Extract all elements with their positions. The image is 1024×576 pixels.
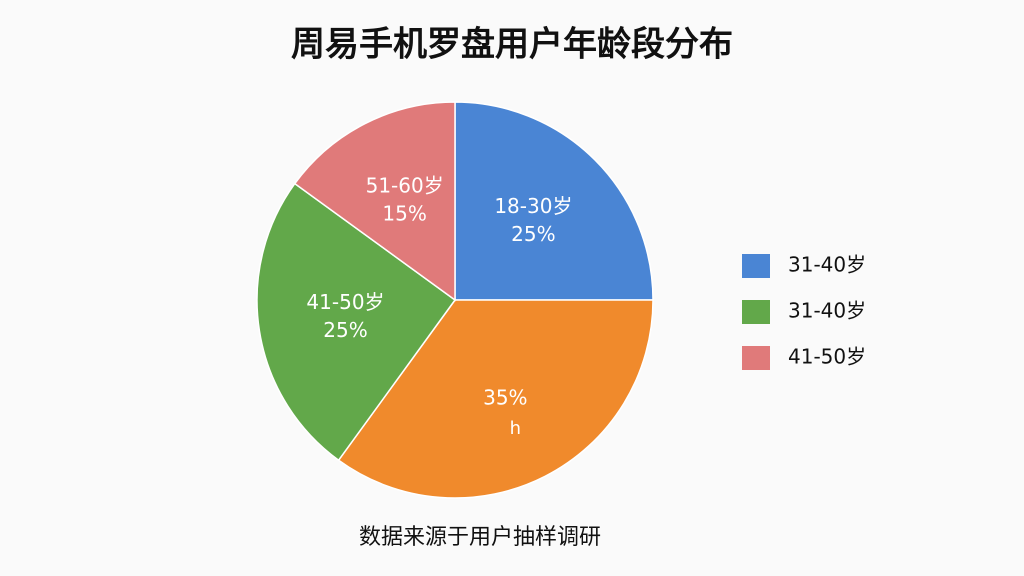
chart-title: 周易手机罗盘用户年龄段分布 [291,25,733,65]
pie-slice [454,101,654,301]
slice-label: 18-30岁 [494,194,572,218]
slice-value-label: 25% [323,318,367,342]
legend-swatch [742,300,770,324]
pie-slice [293,101,456,302]
pie-slice [256,182,457,462]
legend-label: 31-40岁 [788,253,866,277]
legend-label: 31-40岁 [788,299,866,323]
slice-value-label: 25% [511,222,555,246]
slice-label: 51-60岁 [366,174,444,198]
legend-label: 41-50岁 [788,345,866,369]
legend-swatch [742,346,770,370]
pie-slice [337,299,654,499]
legend-swatch [742,254,770,278]
slice-value-label: 15% [382,202,426,226]
slice-value-label: 35% [483,385,527,409]
annotation: h [510,418,521,439]
source-note: 数据来源于用户抽样调研 [359,525,601,550]
slice-label: 41-50岁 [306,290,384,314]
